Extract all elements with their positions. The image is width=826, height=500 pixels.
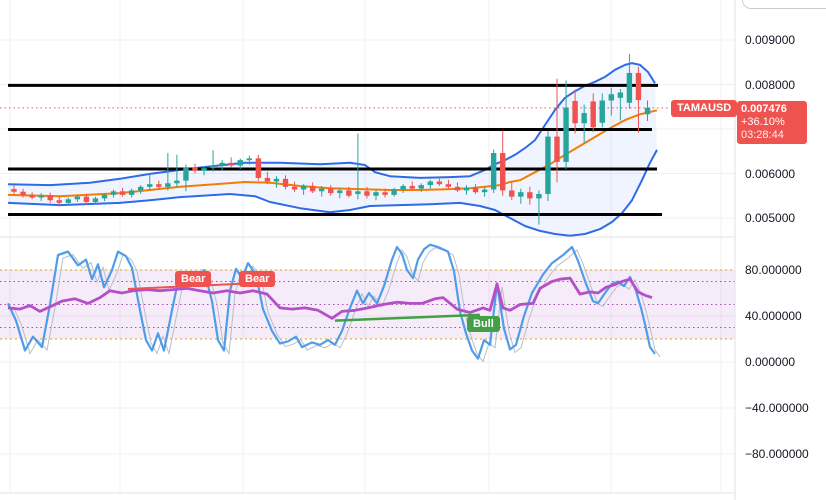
candle-body <box>635 72 642 101</box>
candle-body <box>237 160 243 166</box>
candle-body <box>319 188 325 192</box>
candle-body <box>101 194 108 199</box>
candle-body <box>481 189 488 193</box>
candle-body <box>174 180 180 184</box>
candle-body <box>355 191 361 194</box>
bull-trendline[interactable] <box>334 313 481 322</box>
candle-body <box>282 178 289 187</box>
stoch-axis-label: −40.000000 <box>745 401 809 415</box>
bull-label-badge[interactable]: Bull <box>467 316 500 332</box>
candle-body <box>418 185 424 189</box>
candle-body <box>11 189 17 192</box>
candle-body <box>518 192 524 197</box>
candle-body <box>246 158 252 161</box>
bear-label-badge[interactable]: Bear <box>239 271 276 287</box>
candle-body <box>554 136 560 162</box>
candle-body <box>626 72 633 103</box>
stoch-axis-label: 80.000000 <box>745 263 802 277</box>
candle-body <box>454 186 461 191</box>
bollinger-upper-band[interactable] <box>7 62 656 187</box>
candle-body <box>400 185 406 190</box>
price-change-percent: +36.10% <box>741 115 785 128</box>
candle-body <box>346 190 352 196</box>
bollinger-fill <box>8 63 657 236</box>
candle-body <box>183 167 189 181</box>
bar-countdown-timer: 03:28:44 <box>741 128 784 141</box>
candle-body <box>373 192 379 196</box>
candle-body <box>74 196 81 200</box>
stoch-axis-label: 0.000000 <box>745 355 796 369</box>
candle-body <box>463 187 470 191</box>
candle-body <box>300 185 307 190</box>
candle-body <box>138 186 144 191</box>
candle-body <box>472 187 479 193</box>
candle-body <box>445 184 452 187</box>
candle-body <box>20 191 26 195</box>
candle-body <box>364 191 370 196</box>
candle-body <box>309 185 316 192</box>
current-price-value: 0.007476 <box>741 102 787 115</box>
candle-body <box>328 188 334 194</box>
price-axis[interactable]: 0.009000 0.008000 0.006000 0.005000 80.0000… <box>736 0 826 500</box>
candle-body <box>38 195 44 198</box>
candle-body <box>572 100 578 124</box>
candle-body <box>228 162 234 166</box>
candle-body <box>92 198 99 202</box>
candle-body <box>608 94 614 101</box>
candle-body <box>590 101 596 128</box>
candle-body <box>255 158 262 178</box>
candle-body <box>536 193 542 199</box>
candle-body <box>128 190 135 195</box>
symbol-price-flag[interactable]: TAMAUSD <box>671 100 738 117</box>
current-price-badge[interactable]: 0.007476 +36.10% 03:28:44 <box>737 100 807 144</box>
candle-body <box>500 153 506 191</box>
candle-body <box>509 190 515 197</box>
stoch-d-line[interactable] <box>7 276 653 320</box>
candle-body <box>219 162 225 166</box>
candle-body <box>165 183 171 187</box>
candle-body <box>490 153 497 190</box>
candle-body <box>47 195 53 201</box>
stoch-k-line[interactable] <box>7 243 656 360</box>
candle-body <box>527 192 533 199</box>
bollinger-lower-band[interactable] <box>7 149 658 237</box>
candle-body <box>563 107 569 162</box>
candle-body <box>201 168 207 171</box>
candle-body <box>436 181 443 185</box>
candle-body <box>65 199 71 203</box>
candle-body <box>264 177 271 182</box>
candle-body <box>409 185 415 189</box>
candle-body <box>192 167 198 171</box>
toolbar-fragment <box>742 0 826 9</box>
price-axis-label: 0.008000 <box>745 77 796 92</box>
candle-body <box>147 184 153 187</box>
candle-body <box>119 191 126 195</box>
chart-canvas[interactable] <box>0 0 736 500</box>
candle-body <box>210 165 216 169</box>
price-axis-label: 0.005000 <box>745 211 796 225</box>
candle-body <box>273 178 280 182</box>
candle-body <box>291 186 298 190</box>
candle-body <box>427 181 433 186</box>
price-axis-label: 0.006000 <box>745 166 796 181</box>
candle-body <box>110 191 117 195</box>
candle-body <box>545 136 551 194</box>
candle-body <box>83 196 90 202</box>
stoch-axis-label: 40.000000 <box>745 309 802 323</box>
candle-body <box>382 192 388 195</box>
candle-body <box>156 184 162 187</box>
candle-body <box>644 107 651 115</box>
price-axis-label: 0.009000 <box>745 33 796 47</box>
candle-body <box>581 112 587 124</box>
candle-body <box>617 92 624 98</box>
bear-label-badge[interactable]: Bear <box>175 271 212 287</box>
candle-body <box>599 100 605 123</box>
candle-body <box>56 200 62 203</box>
candle-body <box>391 189 397 195</box>
candle-body <box>29 194 35 198</box>
candle-body <box>337 190 343 194</box>
stoch-axis-label: −80.000000 <box>745 447 809 461</box>
